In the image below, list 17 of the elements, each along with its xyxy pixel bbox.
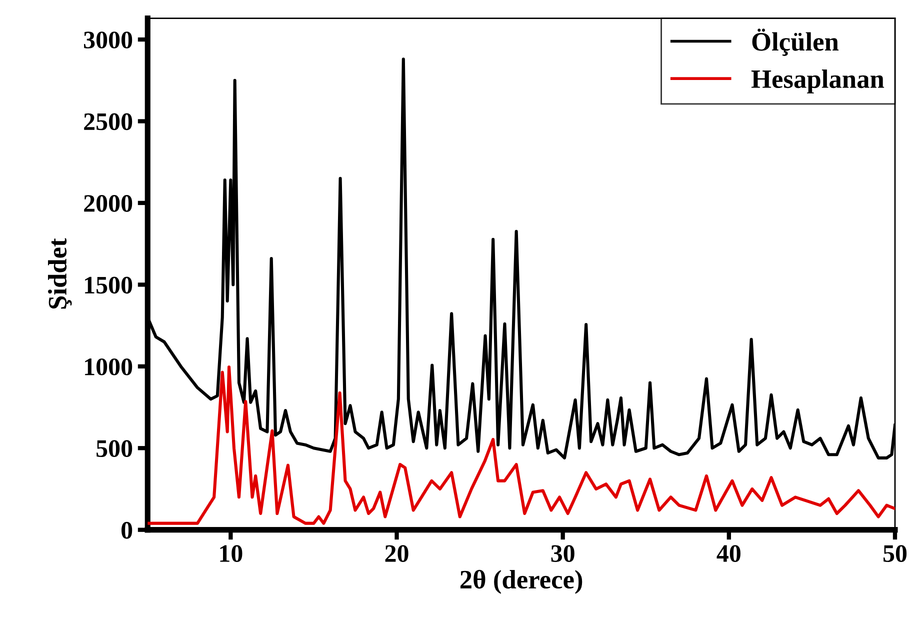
y-axis-title: Şiddet bbox=[48, 238, 72, 309]
legend-label: Ölçülen bbox=[752, 28, 839, 56]
y-tick-label: 3000 bbox=[84, 32, 132, 48]
x-tick-label: 10 bbox=[220, 545, 242, 562]
x-tick-label: 40 bbox=[716, 545, 740, 562]
y-tick-label: 1000 bbox=[85, 358, 132, 376]
line-series bbox=[148, 366, 895, 525]
x-tick-label: 20 bbox=[385, 545, 408, 562]
x-axis-title: 2θ (derece) bbox=[460, 570, 582, 594]
legend-label: Hesaplanan bbox=[751, 69, 884, 94]
x-tick-label: 50 bbox=[883, 545, 907, 562]
y-tick-label: 2500 bbox=[84, 113, 132, 130]
y-tick-label: 0 bbox=[122, 522, 132, 539]
y-tick-label: 500 bbox=[96, 440, 132, 458]
y-tick-label: 2000 bbox=[84, 195, 132, 212]
x-tick-label: 30 bbox=[551, 545, 574, 562]
y-tick-label: 1500 bbox=[85, 276, 132, 294]
